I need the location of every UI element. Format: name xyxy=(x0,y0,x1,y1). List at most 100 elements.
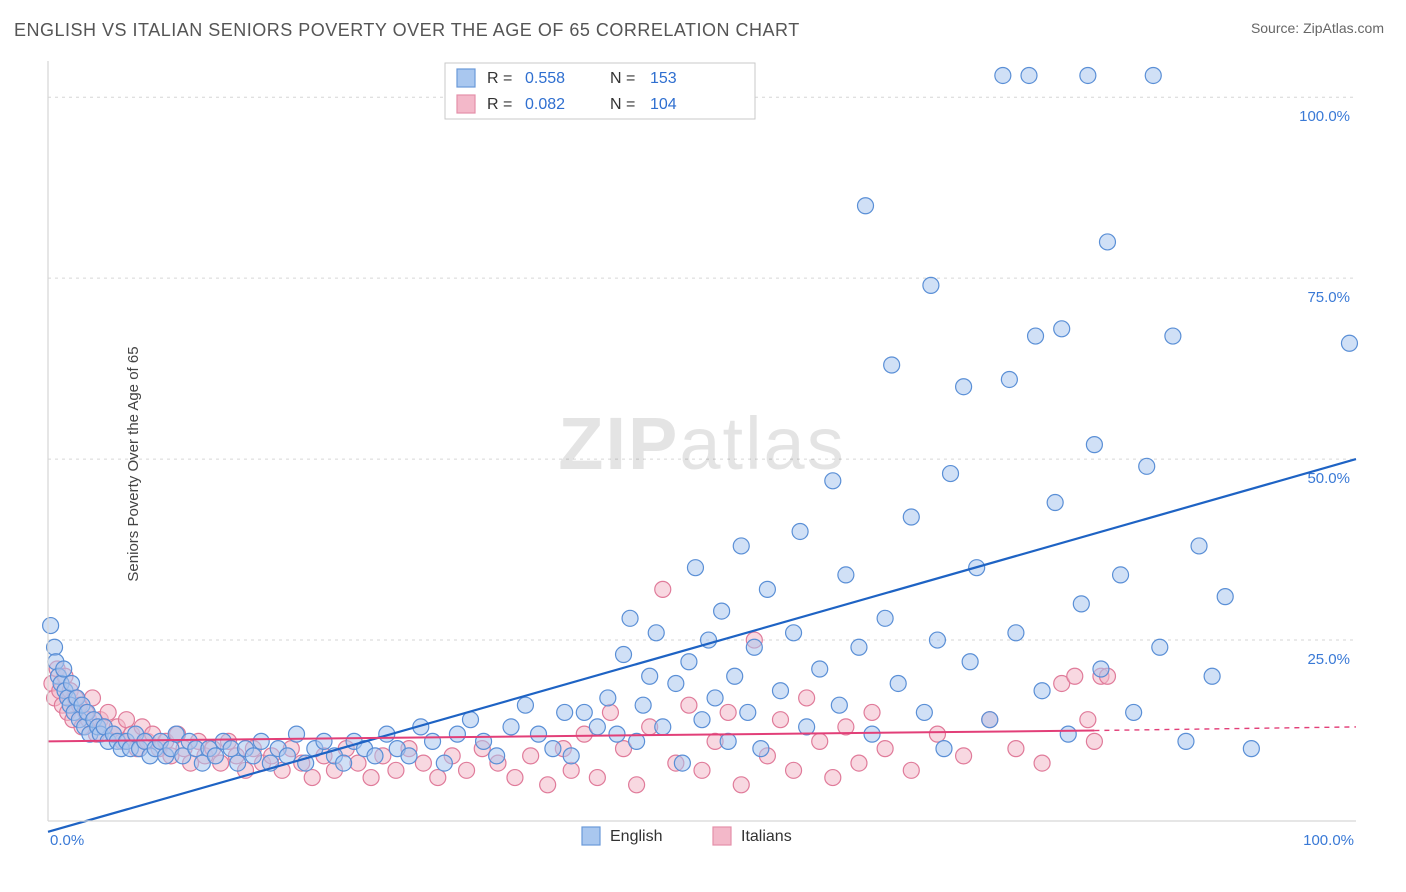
scatter-point-english xyxy=(1060,726,1076,742)
legend-bottom-swatch xyxy=(713,827,731,845)
scatter-point-italians xyxy=(1086,733,1102,749)
scatter-point-english xyxy=(858,198,874,214)
scatter-point-english xyxy=(929,632,945,648)
chart-header: ENGLISH VS ITALIAN SENIORS POVERTY OVER … xyxy=(0,0,1406,49)
scatter-point-italians xyxy=(363,770,379,786)
scatter-point-english xyxy=(707,690,723,706)
scatter-point-english xyxy=(401,748,417,764)
scatter-point-english xyxy=(1047,495,1063,511)
scatter-point-english xyxy=(47,639,63,655)
y-tick-label: 100.0% xyxy=(1299,108,1350,125)
chart-container: Seniors Poverty Over the Age of 65 25.0%… xyxy=(0,49,1406,879)
scatter-point-italians xyxy=(1067,668,1083,684)
scatter-point-english xyxy=(668,675,684,691)
scatter-point-english xyxy=(1073,596,1089,612)
scatter-point-italians xyxy=(350,755,366,771)
scatter-point-english xyxy=(1165,328,1181,344)
scatter-point-english xyxy=(64,675,80,691)
scatter-point-italians xyxy=(799,690,815,706)
y-tick-label: 75.0% xyxy=(1307,289,1350,306)
scatter-point-english xyxy=(812,661,828,677)
scatter-point-english xyxy=(43,618,59,634)
scatter-point-english xyxy=(877,610,893,626)
scatter-point-english xyxy=(1034,683,1050,699)
scatter-point-english xyxy=(714,603,730,619)
scatter-point-english xyxy=(576,704,592,720)
scatter-point-english xyxy=(316,733,332,749)
scatter-point-english xyxy=(681,654,697,670)
scatter-point-italians xyxy=(415,755,431,771)
scatter-point-english xyxy=(253,733,269,749)
scatter-point-english xyxy=(1145,67,1161,83)
scatter-point-italians xyxy=(602,704,618,720)
scatter-point-italians xyxy=(720,704,736,720)
scatter-point-english xyxy=(864,726,880,742)
scatter-point-english xyxy=(245,748,261,764)
scatter-point-italians xyxy=(812,733,828,749)
legend-r-label: R = xyxy=(487,70,512,87)
scatter-point-english xyxy=(1099,234,1115,250)
scatter-point-italians xyxy=(655,581,671,597)
scatter-point-english xyxy=(1139,458,1155,474)
scatter-point-english xyxy=(1001,371,1017,387)
scatter-point-english xyxy=(694,712,710,728)
scatter-point-english xyxy=(1191,538,1207,554)
scatter-point-english xyxy=(1152,639,1168,655)
legend-bottom-swatch xyxy=(582,827,600,845)
scatter-point-italians xyxy=(929,726,945,742)
scatter-point-italians xyxy=(772,712,788,728)
scatter-point-english xyxy=(1028,328,1044,344)
scatter-point-english xyxy=(600,690,616,706)
scatter-point-english xyxy=(207,748,223,764)
source-value: ZipAtlas.com xyxy=(1303,20,1384,36)
scatter-point-english xyxy=(838,567,854,583)
scatter-point-italians xyxy=(851,755,867,771)
scatter-point-english xyxy=(890,675,906,691)
scatter-point-english xyxy=(1243,741,1259,757)
legend-n-label: N = xyxy=(610,70,635,87)
y-tick-label: 25.0% xyxy=(1307,651,1350,668)
scatter-point-english xyxy=(622,610,638,626)
scatter-point-italians xyxy=(589,770,605,786)
scatter-point-english xyxy=(476,733,492,749)
scatter-point-english xyxy=(962,654,978,670)
scatter-point-italians xyxy=(1034,755,1050,771)
scatter-point-english xyxy=(635,697,651,713)
chart-title: ENGLISH VS ITALIAN SENIORS POVERTY OVER … xyxy=(14,20,800,41)
scatter-point-italians xyxy=(459,762,475,778)
scatter-point-english xyxy=(746,639,762,655)
scatter-point-italians xyxy=(864,704,880,720)
scatter-point-english xyxy=(1341,335,1357,351)
trend-line-dash-italians xyxy=(1094,727,1356,731)
scatter-point-english xyxy=(995,67,1011,83)
x-tick-label: 100.0% xyxy=(1303,832,1354,849)
scatter-point-italians xyxy=(304,770,320,786)
scatter-point-english xyxy=(1086,437,1102,453)
scatter-point-italians xyxy=(1008,741,1024,757)
scatter-point-italians xyxy=(1080,712,1096,728)
scatter-point-english xyxy=(733,538,749,554)
scatter-point-english xyxy=(517,697,533,713)
scatter-point-english xyxy=(648,625,664,641)
scatter-point-italians xyxy=(877,741,893,757)
scatter-point-english xyxy=(563,748,579,764)
scatter-point-english xyxy=(943,466,959,482)
scatter-point-english xyxy=(851,639,867,655)
scatter-point-english xyxy=(916,704,932,720)
scatter-point-english xyxy=(589,719,605,735)
scatter-point-english xyxy=(982,712,998,728)
legend-r-value: 0.082 xyxy=(525,96,565,113)
scatter-point-english xyxy=(759,581,775,597)
scatter-point-english xyxy=(727,668,743,684)
scatter-point-english xyxy=(1021,67,1037,83)
scatter-point-english xyxy=(1008,625,1024,641)
scatter-point-english xyxy=(1093,661,1109,677)
legend-bottom-label: Italians xyxy=(741,828,792,845)
scatter-point-english xyxy=(223,741,239,757)
scatter-point-english xyxy=(1217,589,1233,605)
scatter-point-english xyxy=(503,719,519,735)
scatter-point-english xyxy=(831,697,847,713)
scatter-point-english xyxy=(1080,67,1096,83)
scatter-point-english xyxy=(557,704,573,720)
scatter-point-english xyxy=(674,755,690,771)
